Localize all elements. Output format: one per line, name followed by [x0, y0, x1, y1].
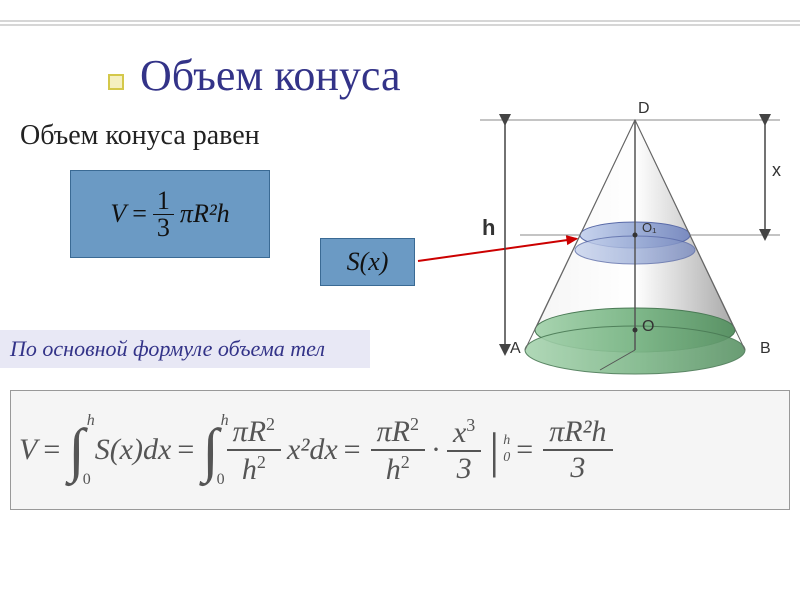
- int-eq4: =: [516, 433, 533, 467]
- title-bullet-icon: [108, 74, 124, 90]
- int-lo2: 0: [217, 471, 225, 489]
- h2b: h: [386, 453, 401, 486]
- label-x: x: [772, 160, 781, 181]
- label-B: B: [760, 340, 771, 358]
- subtitle: Объем конуса равен: [20, 120, 260, 152]
- integral-derivation: V = ∫ h 0 S(x)dx = ∫ h 0 πR2 h2 x²dx = π…: [10, 390, 790, 510]
- label-h: h: [482, 215, 495, 241]
- three1: 3: [451, 452, 478, 486]
- h2a: h: [242, 453, 257, 486]
- frac-piR2-h2-2: πR2 h2: [371, 413, 425, 487]
- piR2a: πR: [233, 415, 266, 448]
- formula-volume: V = 1 3 πR²h: [70, 170, 270, 258]
- note-text: По основной формуле объема тел: [0, 330, 370, 368]
- formula-rhs: πR²h: [180, 199, 230, 229]
- fraction-one-third: 1 3: [153, 188, 174, 241]
- sx-text: S(x): [347, 247, 389, 277]
- integral-sign-1: ∫ h 0: [68, 416, 84, 485]
- sq2: 2: [257, 452, 266, 472]
- cone-svg: [460, 100, 790, 380]
- formula-lhs: V: [110, 199, 126, 229]
- eq-sign: =: [132, 199, 147, 229]
- bar-hi: h: [503, 433, 510, 450]
- int-eq1: =: [43, 433, 60, 467]
- sq4: 2: [401, 452, 410, 472]
- three2: 3: [564, 451, 591, 485]
- frac-piR2-h2-1: πR2 h2: [227, 413, 281, 487]
- int-V: V: [19, 433, 37, 467]
- top-rule: [0, 20, 800, 26]
- int-hi2: h: [221, 412, 229, 430]
- eval-bar: |: [489, 421, 499, 479]
- frac-num: 1: [153, 188, 174, 215]
- x3n: x: [453, 416, 466, 449]
- sq1: 2: [266, 414, 275, 434]
- page-title: Объем конуса: [140, 50, 400, 101]
- integral-sign-2: ∫ h 0: [202, 416, 218, 485]
- int-lo1: 0: [83, 471, 91, 489]
- x2dx: x²dx: [287, 433, 338, 467]
- int-hi1: h: [87, 412, 95, 430]
- int-Sxdx: S(x)dx: [95, 433, 172, 467]
- piR2h: πR²h: [543, 415, 612, 451]
- int-eq3: =: [344, 433, 361, 467]
- piR2b: πR: [377, 415, 410, 448]
- label-O: O: [642, 318, 654, 336]
- label-D: D: [638, 100, 650, 118]
- label-O1: O₁: [642, 220, 657, 235]
- label-A: A: [510, 340, 521, 358]
- cone-diagram: D A B O O₁ h x: [460, 100, 790, 380]
- formula-sx: S(x): [320, 238, 415, 286]
- frac-result: πR²h 3: [543, 415, 612, 485]
- frac-den: 3: [153, 215, 174, 241]
- int-eq2: =: [177, 433, 194, 467]
- sq3: 2: [410, 414, 419, 434]
- bar-lo: 0: [503, 450, 510, 467]
- frac-x3-3: x3 3: [447, 414, 481, 486]
